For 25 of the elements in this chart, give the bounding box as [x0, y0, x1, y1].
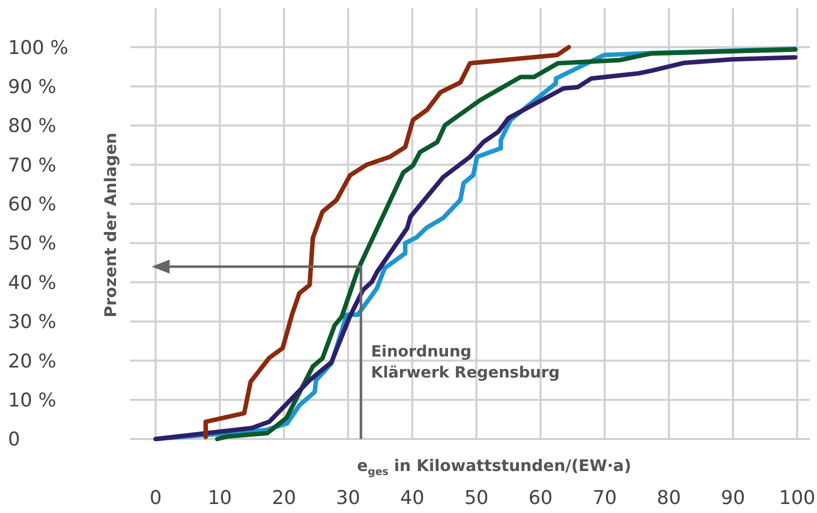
x-tick-label: 50 — [464, 487, 489, 509]
y-tick-label: 60 % — [8, 194, 56, 216]
x-tick-label: 10 — [208, 487, 232, 509]
x-tick-label: 40 — [400, 487, 424, 509]
x-tick-label: 70 — [592, 487, 617, 509]
x-tick-label: 20 — [272, 487, 296, 509]
y-tick-label: 50 % — [8, 232, 56, 255]
y-axis-title: Prozent der Anlagen — [101, 132, 120, 318]
x-tick-label: 100 — [779, 487, 816, 509]
ref-line-label: Einordnung Klärwerk Regensburg — [370, 342, 560, 382]
y-tick-label: 40 % — [8, 272, 56, 294]
x-tick-label: 90 — [720, 487, 746, 509]
y-tick-label: 70 % — [8, 154, 56, 176]
x-tick-label: 60 — [528, 487, 553, 509]
y-tick-label: 30 % — [8, 311, 56, 334]
y-tick-label: 100 % — [8, 36, 68, 59]
x-tick-label: 0 — [150, 487, 162, 509]
x-axis-title: e$_{ges}$ in Kilowattstunden/(EW·a) — [356, 456, 632, 478]
y-tick-label: 10 % — [8, 389, 56, 412]
x-tick-label: 30 — [336, 487, 360, 509]
x-tick-label: 80 — [656, 487, 681, 509]
y-tick-label: 0 — [8, 428, 20, 451]
y-tick-label: 20 % — [8, 350, 56, 372]
y-tick-label: 80 % — [8, 115, 56, 138]
y-tick-label: 90 % — [8, 76, 56, 98]
